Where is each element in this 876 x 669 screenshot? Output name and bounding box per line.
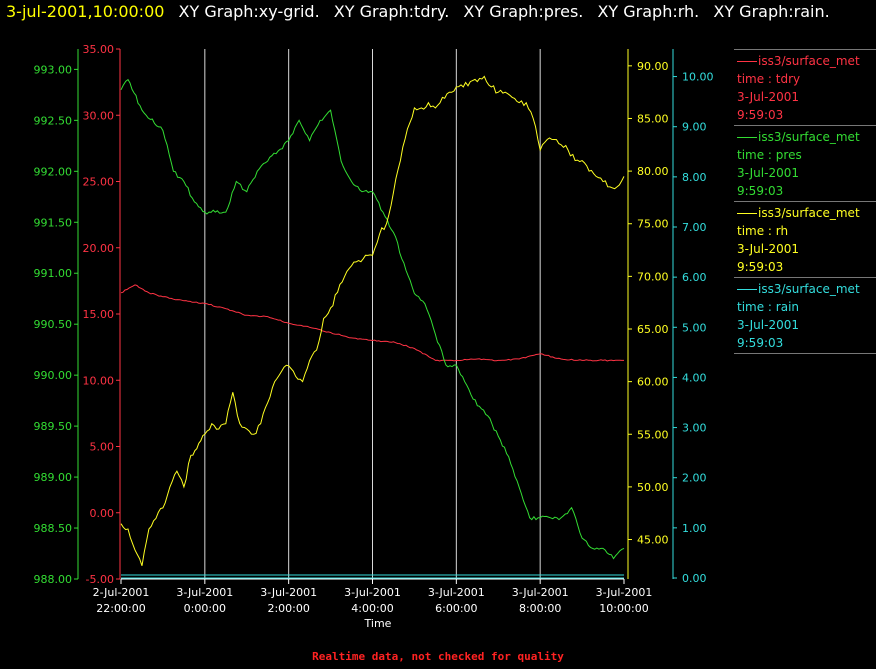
legend-time: 9:59:03 (737, 336, 784, 350)
x-tick-label-time: 10:00:00 (599, 602, 648, 615)
rain-tick-label: 9.00 (682, 121, 707, 134)
legend-entry-rain: iss3/surface_met time : rain 3-Jul-2001 … (734, 277, 876, 354)
legend-var: time : rh (737, 224, 789, 238)
rh-tick-label: 90.00 (637, 60, 669, 73)
pres-tick-label: 991.50 (34, 216, 73, 229)
x-tick-label-time: 4:00:00 (351, 602, 393, 615)
x-axis-title: Time (364, 617, 392, 630)
rain-tick-label: 3.00 (682, 422, 707, 435)
legend-date: 3-Jul-2001 (737, 166, 799, 180)
rh-tick-label: 65.00 (637, 323, 669, 336)
rain-tick-label: 6.00 (682, 271, 707, 284)
rain-tick-label: 4.00 (682, 371, 707, 384)
tdry-tick-label: 20.00 (83, 242, 115, 255)
rain-tick-label: 5.00 (682, 321, 707, 334)
rh-tick-label: 50.00 (637, 481, 669, 494)
tdry-tick-label: 0.00 (90, 507, 115, 520)
pres-tick-label: 989.50 (34, 420, 73, 433)
x-tick-label-time: 6:00:00 (435, 602, 477, 615)
pres-tick-label: 988.50 (34, 522, 73, 535)
legend-entry-pres: iss3/surface_met time : pres 3-Jul-2001 … (734, 125, 876, 201)
legend-swatch-rh (737, 213, 757, 214)
legend-swatch-rain (737, 289, 757, 290)
rain-tick-label: 0.00 (682, 572, 707, 585)
tdry-tick-label: 15.00 (83, 308, 115, 321)
rh-tick-label: 55.00 (637, 428, 669, 441)
legend-entry-tdry: iss3/surface_met time : tdry 3-Jul-2001 … (734, 49, 876, 125)
legend: iss3/surface_met time : tdry 3-Jul-2001 … (734, 49, 876, 354)
legend-var: time : tdry (737, 72, 801, 86)
series-line-pres (120, 78, 625, 560)
x-tick-label-time: 8:00:00 (519, 602, 561, 615)
legend-var: time : pres (737, 148, 802, 162)
pres-tick-label: 992.50 (34, 114, 73, 127)
x-tick-label-date: 3-Jul-2001 (344, 586, 401, 599)
title-bar: 3-jul-2001,10:00:00 XY Graph:xy-grid. XY… (6, 2, 839, 21)
rh-tick-label: 70.00 (637, 270, 669, 283)
rain-tick-label: 10.00 (682, 71, 714, 84)
legend-name: iss3/surface_met (758, 206, 860, 220)
pres-tick-label: 990.50 (34, 318, 73, 331)
rain-tick-label: 2.00 (682, 472, 707, 485)
graph-title-xy-grid: XY Graph:xy-grid. (178, 2, 320, 21)
legend-name: iss3/surface_met (758, 130, 860, 144)
rain-tick-label: 1.00 (682, 522, 707, 535)
x-tick-label-time: 22:00:00 (96, 602, 145, 615)
quality-note: Realtime data, not checked for quality (312, 650, 564, 663)
legend-swatch-tdry (737, 61, 757, 62)
tdry-tick-label: 35.00 (83, 43, 115, 56)
rain-tick-label: 8.00 (682, 171, 707, 184)
graph-title-rain: XY Graph:rain. (713, 2, 830, 21)
graph-title-pres: XY Graph:pres. (463, 2, 584, 21)
tdry-tick-label: 5.00 (90, 441, 115, 454)
tdry-tick-label: -5.00 (86, 573, 114, 586)
series-line-tdry (120, 284, 624, 362)
rh-tick-label: 75.00 (637, 218, 669, 231)
pres-tick-label: 989.00 (34, 471, 73, 484)
legend-date: 3-Jul-2001 (737, 242, 799, 256)
series-line-rh (120, 75, 625, 566)
legend-name: iss3/surface_met (758, 282, 860, 296)
x-tick-label-time: 2:00:00 (267, 602, 309, 615)
rh-tick-label: 60.00 (637, 376, 669, 389)
x-tick-label-date: 2-Jul-2001 (93, 586, 150, 599)
pres-tick-label: 993.00 (34, 63, 73, 76)
pres-tick-label: 988.00 (34, 573, 73, 586)
tdry-tick-label: 30.00 (83, 109, 115, 122)
x-tick-label-time: 0:00:00 (184, 602, 226, 615)
x-tick-label-date: 3-Jul-2001 (176, 586, 233, 599)
legend-time: 9:59:03 (737, 184, 784, 198)
tdry-tick-label: 25.00 (83, 176, 115, 189)
graph-title-rh: XY Graph:rh. (597, 2, 700, 21)
legend-var: time : rain (737, 300, 800, 314)
rh-tick-label: 85.00 (637, 112, 669, 125)
x-tick-label-date: 3-Jul-2001 (512, 586, 569, 599)
legend-time: 9:59:03 (737, 108, 784, 122)
timestamp: 3-jul-2001,10:00:00 (6, 2, 165, 21)
rh-tick-label: 45.00 (637, 534, 669, 547)
pres-tick-label: 992.00 (34, 165, 73, 178)
legend-swatch-pres (737, 137, 757, 138)
x-tick-label-date: 3-Jul-2001 (596, 586, 653, 599)
legend-name: iss3/surface_met (758, 54, 860, 68)
legend-date: 3-Jul-2001 (737, 318, 799, 332)
pres-tick-label: 990.00 (34, 369, 73, 382)
pres-tick-label: 991.00 (34, 267, 73, 280)
legend-date: 3-Jul-2001 (737, 90, 799, 104)
graph-title-tdry: XY Graph:tdry. (333, 2, 450, 21)
legend-time: 9:59:03 (737, 260, 784, 274)
rh-tick-label: 80.00 (637, 165, 669, 178)
legend-entry-rh: iss3/surface_met time : rh 3-Jul-2001 9:… (734, 201, 876, 277)
x-tick-label-date: 3-Jul-2001 (428, 586, 485, 599)
x-tick-label-date: 3-Jul-2001 (260, 586, 317, 599)
rain-tick-label: 7.00 (682, 221, 707, 234)
tdry-tick-label: 10.00 (83, 374, 115, 387)
